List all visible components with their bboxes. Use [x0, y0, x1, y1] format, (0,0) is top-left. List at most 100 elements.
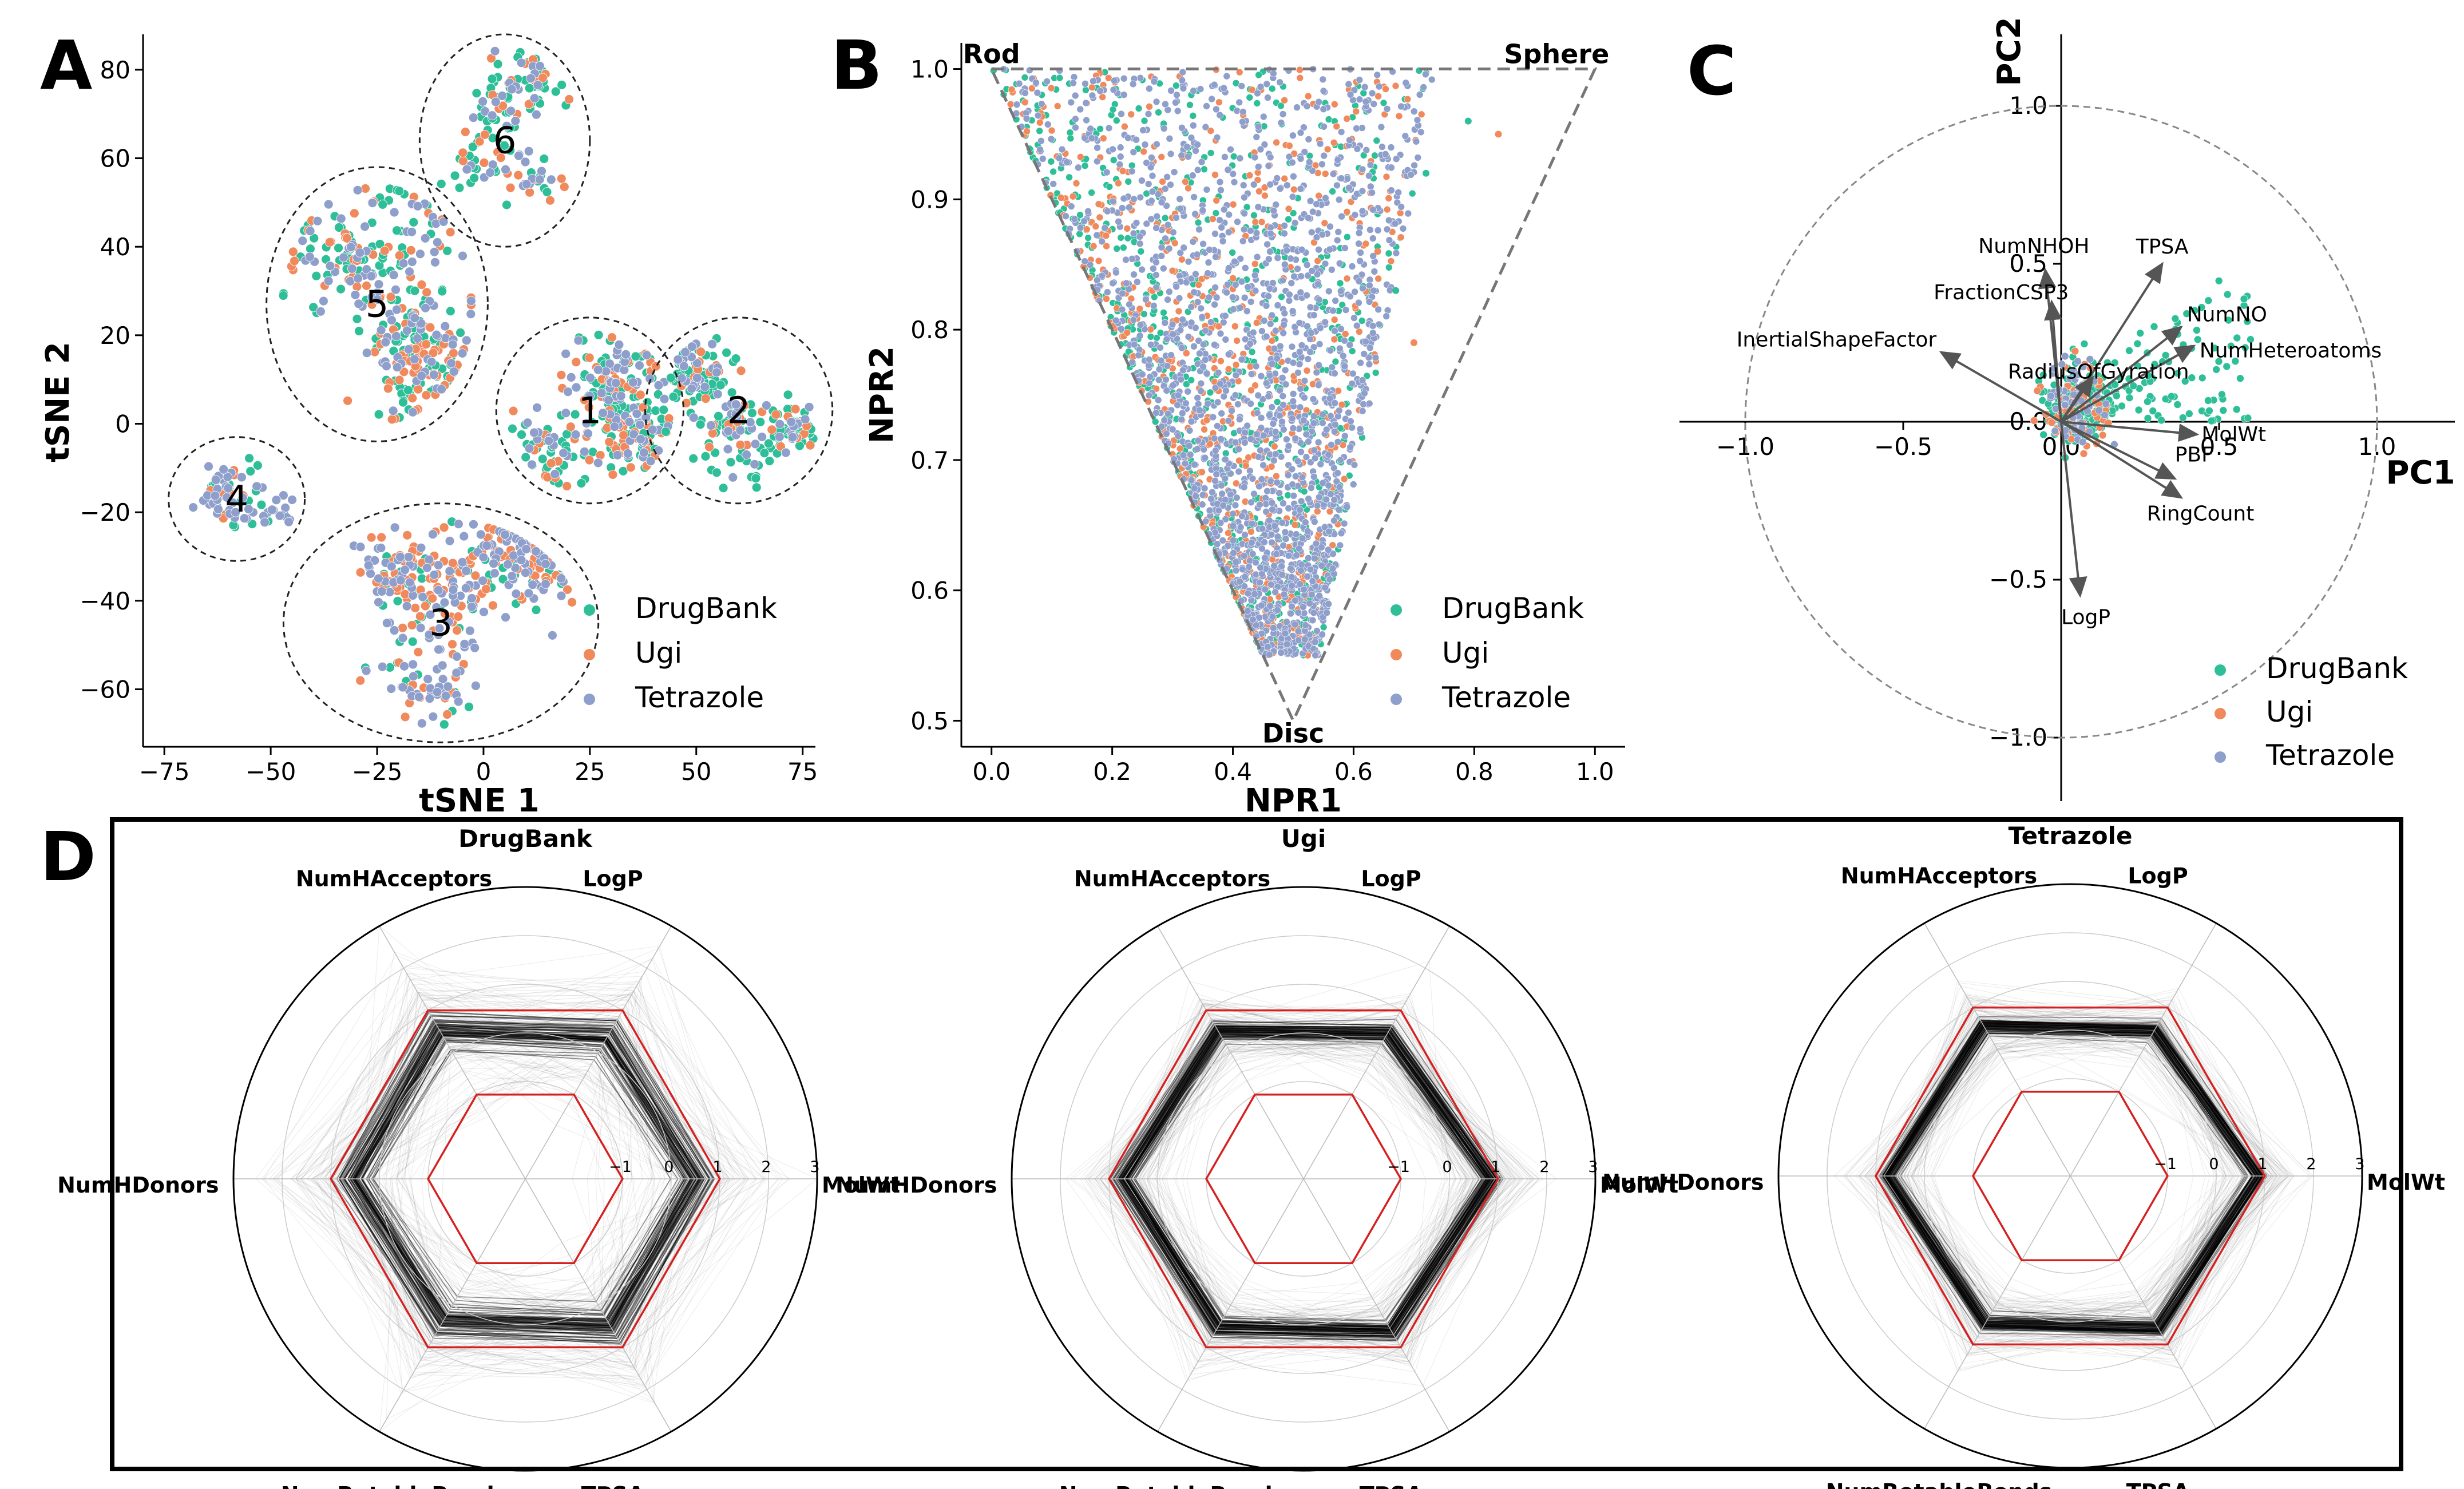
point-tetrazole: [1247, 227, 1254, 234]
point-tetrazole: [1330, 171, 1337, 177]
point-drugbank: [2144, 414, 2152, 422]
point-tetrazole: [781, 448, 790, 457]
point-tetrazole: [389, 271, 398, 280]
point-tetrazole: [501, 613, 510, 622]
point-tetrazole: [467, 602, 476, 611]
point-ugi: [1136, 306, 1143, 312]
point-tetrazole: [1369, 235, 1376, 242]
point-tetrazole: [1120, 92, 1127, 98]
point-tetrazole: [1239, 118, 1246, 125]
point-tetrazole: [632, 409, 641, 418]
point-drugbank: [2237, 375, 2244, 382]
point-tetrazole: [1253, 363, 1259, 370]
point-tetrazole: [1291, 273, 1298, 280]
point-drugbank: [696, 420, 705, 429]
point-drugbank: [1048, 158, 1055, 165]
point-ugi: [428, 594, 437, 603]
point-ugi: [1099, 94, 1106, 101]
point-tetrazole: [1202, 454, 1209, 461]
point-tetrazole: [1290, 425, 1297, 431]
point-tetrazole: [1269, 613, 1276, 620]
corner-label-disc: Disc: [1262, 718, 1325, 749]
point-ugi: [1392, 82, 1399, 89]
point-tetrazole: [392, 305, 401, 314]
point-tetrazole: [429, 370, 438, 379]
point-tetrazole: [1290, 398, 1297, 405]
point-drugbank: [395, 187, 404, 196]
point-tetrazole: [1382, 151, 1389, 157]
point-tetrazole: [713, 390, 722, 399]
point-tetrazole: [1124, 134, 1131, 141]
point-tetrazole: [1255, 204, 1262, 211]
point-tetrazole: [1059, 146, 1065, 153]
point-ugi: [562, 482, 572, 491]
point-tetrazole: [1163, 336, 1170, 343]
y-tick-label: 0.6: [910, 577, 949, 605]
point-drugbank: [1195, 219, 1202, 226]
point-tetrazole: [1282, 529, 1289, 536]
point-tetrazole: [1304, 292, 1310, 299]
point-tetrazole: [1384, 226, 1391, 233]
point-ugi: [488, 601, 497, 610]
point-tetrazole: [1312, 555, 1318, 562]
point-tetrazole: [1188, 477, 1195, 484]
point-tetrazole: [1325, 547, 1332, 553]
point-tetrazole: [1310, 395, 1317, 402]
point-tetrazole: [305, 252, 314, 262]
point-tetrazole: [478, 97, 488, 106]
point-tetrazole: [1214, 399, 1221, 406]
point-tetrazole: [1384, 105, 1391, 112]
point-tetrazole: [1094, 158, 1100, 165]
point-drugbank: [488, 74, 497, 84]
point-ugi: [1140, 148, 1147, 155]
y-tick-label: 0.9: [910, 185, 949, 213]
point-tetrazole: [1039, 156, 1046, 163]
point-tetrazole: [1272, 327, 1279, 334]
point-drugbank: [1385, 264, 1392, 271]
point-tetrazole: [1242, 429, 1249, 436]
point-tetrazole: [1194, 299, 1201, 306]
point-tetrazole: [1297, 185, 1304, 192]
point-tetrazole: [1237, 524, 1244, 530]
point-tetrazole: [1398, 204, 1405, 211]
point-tetrazole: [1147, 374, 1154, 381]
point-tetrazole: [458, 349, 467, 358]
point-tetrazole: [1178, 376, 1185, 383]
point-tetrazole: [1151, 78, 1158, 85]
point-tetrazole: [462, 336, 471, 345]
point-tetrazole: [1158, 244, 1165, 251]
point-ugi: [415, 612, 425, 621]
point-tetrazole: [1284, 182, 1290, 189]
point-tetrazole: [700, 382, 710, 391]
point-tetrazole: [1349, 370, 1356, 377]
point-tetrazole: [1297, 129, 1304, 136]
point-drugbank: [465, 702, 474, 711]
point-tetrazole: [1269, 539, 1275, 546]
point-tetrazole: [390, 523, 399, 532]
point-drugbank: [1207, 389, 1214, 396]
point-tetrazole: [1289, 308, 1296, 315]
point-tetrazole: [361, 222, 370, 231]
point-tetrazole: [1110, 146, 1116, 153]
point-drugbank: [2150, 323, 2158, 330]
point-tetrazole: [1192, 211, 1199, 217]
point-drugbank: [1036, 128, 1043, 134]
point-ugi: [1418, 111, 1425, 118]
point-tetrazole: [288, 495, 297, 504]
point-tetrazole: [567, 373, 576, 382]
point-drugbank: [2126, 394, 2133, 402]
point-tetrazole: [1246, 564, 1253, 571]
point-ugi: [1247, 528, 1254, 535]
point-tetrazole: [1288, 280, 1295, 287]
point-tetrazole: [1292, 435, 1299, 442]
legend-label-drugbank: DrugBank: [1442, 592, 1584, 625]
point-ugi: [443, 710, 452, 719]
point-tetrazole: [1205, 400, 1211, 407]
point-tetrazole: [1347, 418, 1354, 425]
point-tetrazole: [1289, 481, 1296, 488]
point-tetrazole: [1310, 473, 1317, 480]
point-tetrazole: [1251, 591, 1258, 597]
point-drugbank: [659, 405, 668, 414]
point-tetrazole: [580, 447, 589, 456]
point-drugbank: [374, 410, 383, 419]
